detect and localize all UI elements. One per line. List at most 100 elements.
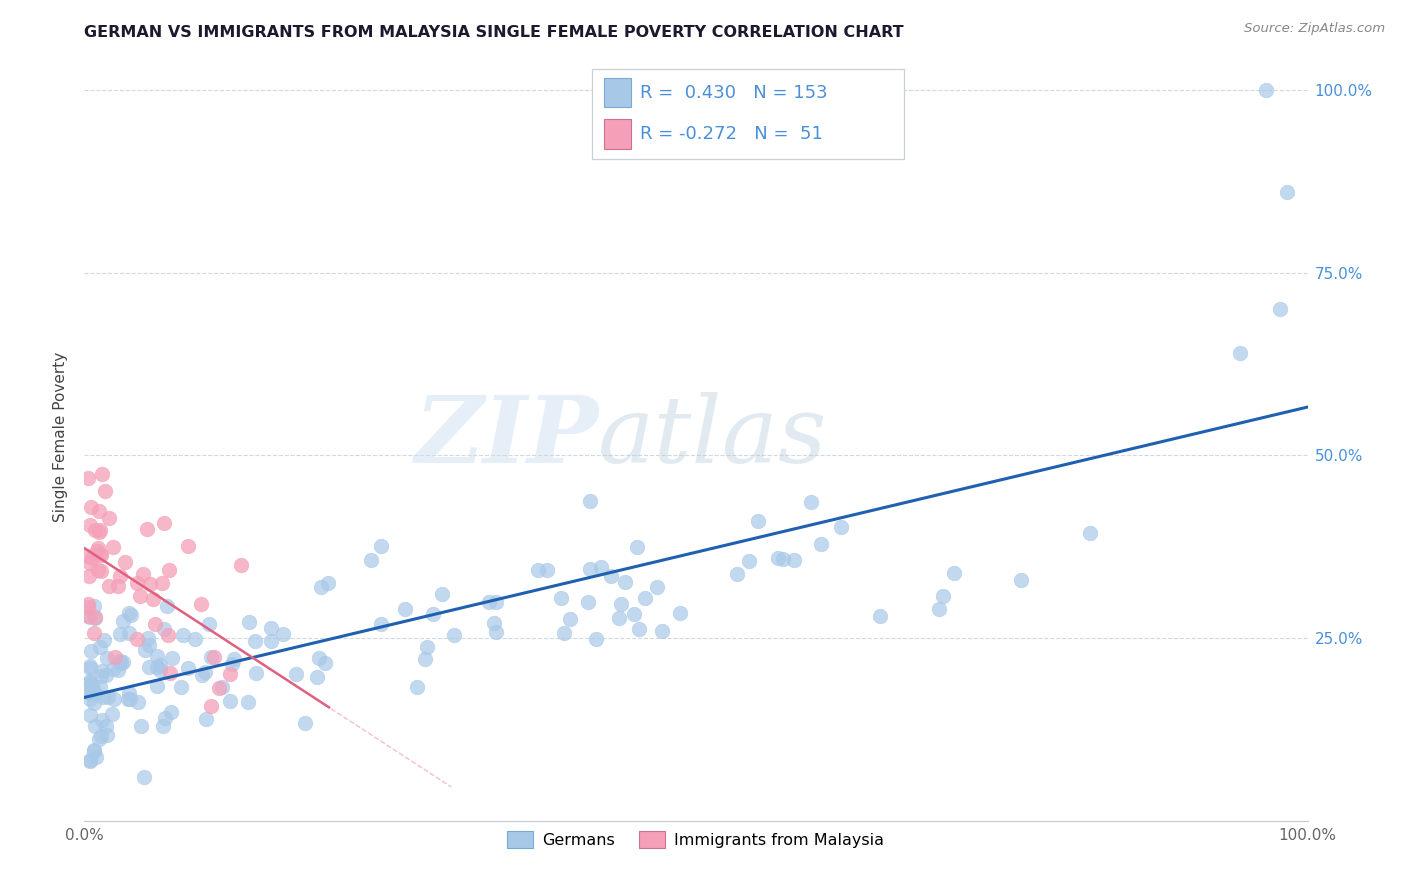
Point <box>77 471 100 485</box>
Point <box>90 669 112 683</box>
Point <box>536 563 558 577</box>
Point <box>120 608 142 623</box>
Point <box>129 590 152 604</box>
Point <box>108 568 131 582</box>
Point <box>107 663 129 677</box>
Point <box>79 556 101 570</box>
Point <box>90 548 112 562</box>
Point <box>931 590 953 604</box>
Point <box>84 719 107 733</box>
Point <box>651 624 673 639</box>
Point <box>94 667 117 681</box>
Point <box>91 690 114 705</box>
Point <box>800 495 823 509</box>
Point <box>80 500 103 514</box>
Point <box>148 663 170 677</box>
Point <box>146 679 169 693</box>
Text: ZIP: ZIP <box>413 392 598 482</box>
Point <box>766 551 789 566</box>
Text: R =  0.430   N = 153: R = 0.430 N = 153 <box>640 84 827 102</box>
Point <box>84 749 107 764</box>
Point <box>482 616 505 631</box>
Point <box>169 680 191 694</box>
Point <box>190 597 212 611</box>
Point <box>152 516 174 530</box>
Point <box>221 657 243 671</box>
Point <box>83 696 105 710</box>
Point <box>305 670 328 684</box>
Point <box>129 719 152 733</box>
Point <box>83 599 105 613</box>
Point <box>82 682 104 697</box>
Point <box>172 628 194 642</box>
Point <box>108 654 131 668</box>
Point <box>127 632 149 647</box>
Point <box>84 685 107 699</box>
Point <box>77 609 100 624</box>
Point <box>1010 574 1032 588</box>
Point <box>80 682 103 697</box>
Point <box>645 580 668 594</box>
Point <box>928 601 950 615</box>
Text: Source: ZipAtlas.com: Source: ZipAtlas.com <box>1244 22 1385 36</box>
Point <box>79 753 101 767</box>
Point <box>90 564 112 578</box>
Point <box>132 567 155 582</box>
Point <box>79 675 101 690</box>
Point <box>79 674 101 689</box>
Point <box>211 680 233 694</box>
Point <box>83 742 105 756</box>
Point <box>79 754 101 768</box>
Point <box>110 626 132 640</box>
Point <box>155 711 177 725</box>
Point <box>204 650 226 665</box>
Point <box>485 595 508 609</box>
Point <box>110 657 132 671</box>
Point <box>87 524 110 539</box>
Point <box>90 729 112 743</box>
Point <box>1254 83 1277 97</box>
Point <box>156 599 179 613</box>
Point <box>579 494 602 508</box>
Point <box>810 537 832 551</box>
Point <box>87 731 110 746</box>
Point <box>103 692 125 706</box>
Point <box>194 665 217 679</box>
Point <box>422 607 444 621</box>
Point <box>83 744 105 758</box>
Point <box>200 650 222 665</box>
Point <box>229 558 252 572</box>
Point <box>101 540 124 554</box>
Point <box>600 569 623 583</box>
Point <box>97 690 120 705</box>
Point <box>86 543 108 558</box>
Point <box>89 640 111 654</box>
Point <box>614 575 637 590</box>
Point <box>136 632 159 646</box>
Point <box>869 608 891 623</box>
Point <box>308 650 330 665</box>
Point <box>84 523 107 537</box>
Point <box>238 695 260 709</box>
Point <box>443 628 465 642</box>
Point <box>87 563 110 577</box>
Point <box>80 551 103 566</box>
Point <box>134 643 156 657</box>
Bar <box>605 120 631 149</box>
Point <box>79 686 101 700</box>
Point <box>89 523 111 537</box>
Point <box>84 611 107 625</box>
Point <box>943 566 966 580</box>
Point <box>160 651 183 665</box>
Point <box>118 607 141 621</box>
Point <box>142 592 165 607</box>
Point <box>725 566 748 581</box>
Point <box>82 682 104 697</box>
Point <box>195 712 218 726</box>
Point <box>83 609 105 624</box>
Point <box>90 467 112 481</box>
Point <box>626 540 648 554</box>
Point <box>149 658 172 673</box>
Point <box>77 597 100 611</box>
Point <box>394 602 416 616</box>
